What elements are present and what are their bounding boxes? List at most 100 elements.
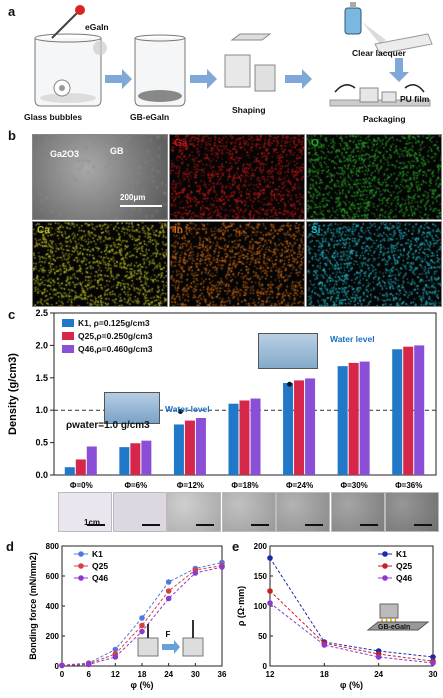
category-label: Φ=18% bbox=[231, 481, 258, 490]
thumb-scale-bar bbox=[87, 524, 105, 526]
bar-k1 bbox=[283, 382, 294, 475]
legend-swatch-q46 bbox=[62, 345, 74, 353]
sem-scale-bar bbox=[120, 205, 162, 207]
data-point-q46 bbox=[192, 570, 199, 576]
eds-map-ca: Ca bbox=[32, 221, 168, 307]
bar-q46 bbox=[414, 345, 425, 475]
category-label: Φ=6% bbox=[124, 481, 147, 490]
y-tick-label: 0 bbox=[263, 662, 268, 671]
water-level-label-2: Water level bbox=[330, 334, 375, 344]
legend-marker bbox=[382, 563, 388, 569]
eds-speckle bbox=[33, 222, 167, 306]
bar-k1 bbox=[64, 467, 75, 475]
legend-q25-label: Q25,ρ=0.250g/cm3 bbox=[78, 331, 153, 341]
bar-q25 bbox=[184, 420, 195, 475]
lacquer-can-icon bbox=[344, 2, 433, 55]
bar-q25 bbox=[239, 400, 250, 475]
beaker-gb-egain bbox=[134, 34, 186, 107]
packaging-illustration bbox=[329, 84, 431, 107]
water-density-label: ρwater=1.0 g/cm3 bbox=[66, 420, 150, 431]
bar-q46 bbox=[359, 361, 370, 475]
eds-element-tag: Si bbox=[311, 225, 321, 236]
legend-k1-label: K1, ρ=0.125g/cm3 bbox=[78, 318, 150, 328]
inset-arrow-icon bbox=[162, 640, 180, 654]
eds-map-ga: Ga bbox=[169, 134, 305, 220]
water-photo-low bbox=[104, 392, 160, 424]
eds-speckle bbox=[170, 222, 304, 306]
data-point-k1 bbox=[430, 654, 436, 660]
bonding-force-chart: 0 6 12 18 24 30 36 0 200 400 600 800 φ (%) Bonding fo… bbox=[28, 542, 227, 690]
data-point-k1 bbox=[165, 579, 172, 585]
sample-thumbnail bbox=[112, 492, 167, 532]
y-tick-label: 1.0 bbox=[35, 405, 48, 415]
x-tick-label: 30 bbox=[429, 670, 438, 679]
thumb-scale-label: 1cm bbox=[84, 518, 101, 527]
legend-label-k1: K1 bbox=[396, 549, 407, 559]
data-point-q46 bbox=[375, 654, 382, 660]
y-tick-label: 1.5 bbox=[35, 373, 48, 383]
y-tick-label: 50 bbox=[258, 632, 267, 641]
series-line-k1 bbox=[269, 557, 434, 658]
legend-marker bbox=[382, 551, 388, 557]
pu-film-label: PU film bbox=[400, 94, 430, 104]
oxide-label: Ga2O3 bbox=[50, 149, 80, 159]
y-axis-label: ρ (Ω·mm) bbox=[236, 586, 246, 626]
legend-q46: Q46,ρ=0.460g/cm3 bbox=[62, 344, 153, 354]
panel-a-schematic bbox=[34, 2, 433, 107]
y-tick-label: 0.0 bbox=[35, 470, 48, 480]
egain-label: eGaIn bbox=[85, 22, 109, 32]
legend-label-q46: Q46 bbox=[396, 573, 412, 583]
bar-k1 bbox=[228, 403, 239, 475]
eds-map-in: In bbox=[169, 221, 305, 307]
shaped-blocks bbox=[224, 33, 276, 92]
category-label: Φ=0% bbox=[70, 481, 93, 490]
y-tick-label: 200 bbox=[46, 632, 60, 641]
clear-lacquer-label: Clear lacquer bbox=[352, 48, 406, 58]
bar-q46 bbox=[86, 446, 97, 475]
x-tick-label: 12 bbox=[111, 670, 120, 679]
data-point-q46 bbox=[85, 661, 92, 668]
sample-thumbnail bbox=[276, 492, 330, 532]
bar-q46 bbox=[305, 378, 316, 475]
panel-a-letter: a bbox=[8, 4, 16, 19]
inset-sample-left bbox=[137, 637, 159, 657]
data-point-q46 bbox=[219, 564, 225, 570]
x-tick-label: 0 bbox=[60, 670, 65, 679]
x-tick-label: 36 bbox=[218, 670, 227, 679]
panel-b-letter: b bbox=[8, 128, 16, 143]
inset-egain-label: GB-eGaIn bbox=[378, 624, 411, 631]
data-point-q25 bbox=[139, 622, 145, 629]
step-gb-egain: GB-eGaIn bbox=[130, 112, 170, 122]
y-tick-label: 100 bbox=[254, 602, 268, 611]
eds-element-tag: Ga bbox=[174, 138, 188, 149]
x-axis-label: φ (%) bbox=[340, 680, 363, 690]
data-point-q46 bbox=[165, 595, 172, 602]
x-tick-label: 24 bbox=[374, 670, 383, 679]
bar-q46 bbox=[250, 398, 261, 475]
thumb-scale-bar bbox=[414, 524, 432, 526]
panel-c-letter: c bbox=[8, 307, 16, 322]
legend-marker bbox=[382, 575, 388, 581]
data-point-q25 bbox=[165, 588, 172, 594]
legend-label-q25: Q25 bbox=[92, 561, 108, 571]
beaker-glass-bubbles bbox=[34, 5, 107, 107]
bar-k1 bbox=[392, 349, 403, 475]
data-point-q46 bbox=[59, 662, 65, 669]
sample-thumbnail bbox=[221, 492, 276, 532]
marker-dot bbox=[177, 408, 183, 414]
inset-force-label: F bbox=[166, 630, 171, 639]
y-tick-label: 400 bbox=[46, 602, 60, 611]
y-tick-label: 150 bbox=[254, 572, 268, 581]
data-point-k1 bbox=[267, 555, 273, 561]
panel-d-letter: d bbox=[6, 539, 14, 554]
thumb-scale-bar bbox=[250, 524, 269, 526]
legend-swatch-k1 bbox=[62, 319, 74, 327]
y-tick-label: 200 bbox=[254, 542, 268, 551]
marker-dot bbox=[287, 381, 293, 387]
legend-marker bbox=[78, 551, 84, 557]
bar-k1 bbox=[337, 366, 348, 475]
step-shaping: Shaping bbox=[232, 105, 266, 115]
legend-label-q25: Q25 bbox=[396, 561, 412, 571]
eds-speckle bbox=[307, 222, 441, 306]
legend-q25: Q25,ρ=0.250g/cm3 bbox=[62, 331, 153, 341]
